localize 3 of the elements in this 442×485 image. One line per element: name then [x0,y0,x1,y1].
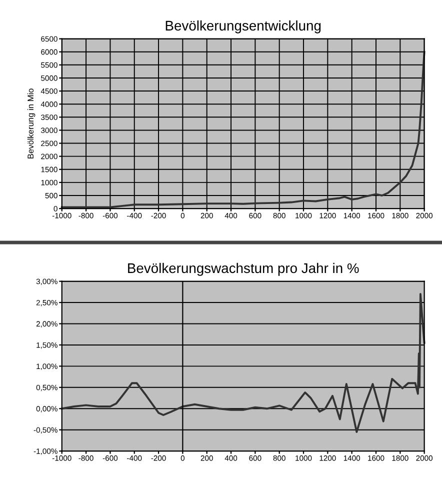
y-axis-title: Bevölkerung in Mio [27,88,36,158]
chart-title: Bevölkerungsentwicklung [166,20,321,34]
chart-title: Bevölkerungswachstum pro Jahr in % [128,262,359,276]
